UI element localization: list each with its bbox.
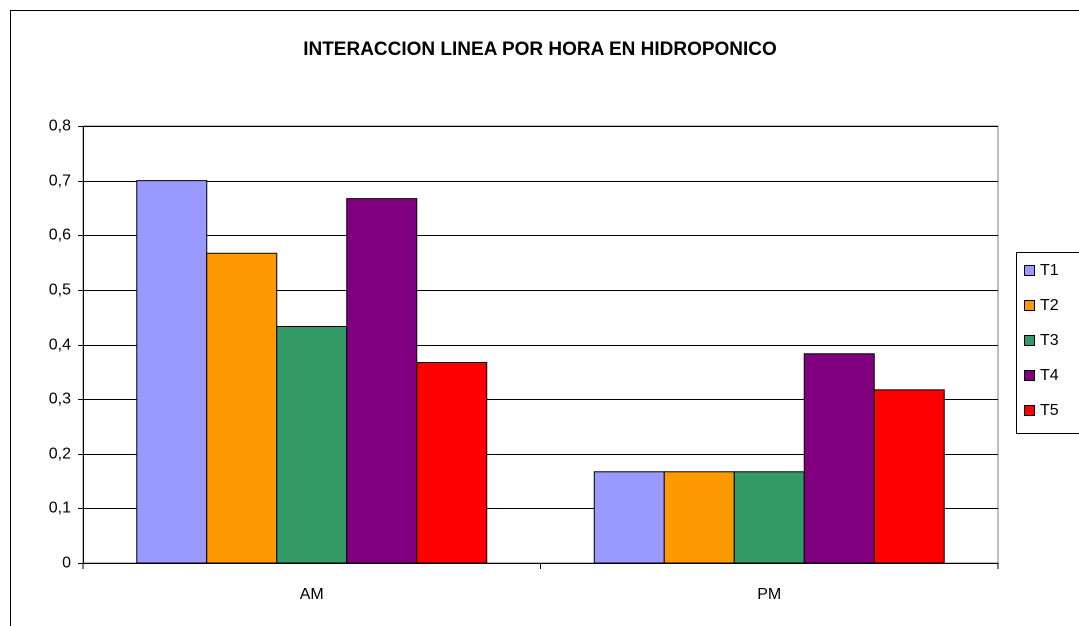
chart-title: INTERACCION LINEA POR HORA EN HIDROPONIC… bbox=[303, 39, 777, 60]
bar bbox=[663, 471, 735, 564]
y-tick-label: 0,7 bbox=[49, 173, 71, 190]
y-tick-label: 0 bbox=[62, 555, 71, 572]
bar bbox=[346, 198, 418, 564]
y-tick-label: 0,8 bbox=[49, 118, 71, 135]
legend-label: T3 bbox=[1040, 332, 1059, 349]
legend-swatch bbox=[1024, 405, 1035, 416]
x-tick-label: AM bbox=[300, 586, 324, 603]
bar bbox=[276, 325, 348, 564]
y-tick-label: 0,2 bbox=[49, 446, 71, 463]
bar bbox=[593, 471, 665, 564]
y-tick-label: 0,4 bbox=[49, 337, 71, 354]
y-tick-label: 0,1 bbox=[49, 500, 71, 517]
bar bbox=[206, 252, 278, 564]
y-tick-label: 0,6 bbox=[49, 227, 71, 244]
legend-swatch bbox=[1024, 370, 1035, 381]
bar bbox=[803, 353, 875, 564]
legend-label: T4 bbox=[1040, 367, 1059, 384]
y-tick-label: 0,3 bbox=[49, 391, 71, 408]
legend-swatch bbox=[1024, 265, 1035, 276]
legend-swatch bbox=[1024, 335, 1035, 346]
y-tick-label: 0,5 bbox=[49, 282, 71, 299]
x-tick-label: PM bbox=[757, 586, 781, 603]
bar bbox=[873, 389, 945, 564]
legend-label: T5 bbox=[1040, 402, 1059, 419]
legend-label: T1 bbox=[1040, 262, 1059, 279]
bar bbox=[136, 180, 208, 564]
legend-label: T2 bbox=[1040, 297, 1059, 314]
legend-swatch bbox=[1024, 300, 1035, 311]
bar bbox=[416, 362, 488, 564]
bar bbox=[733, 471, 805, 564]
